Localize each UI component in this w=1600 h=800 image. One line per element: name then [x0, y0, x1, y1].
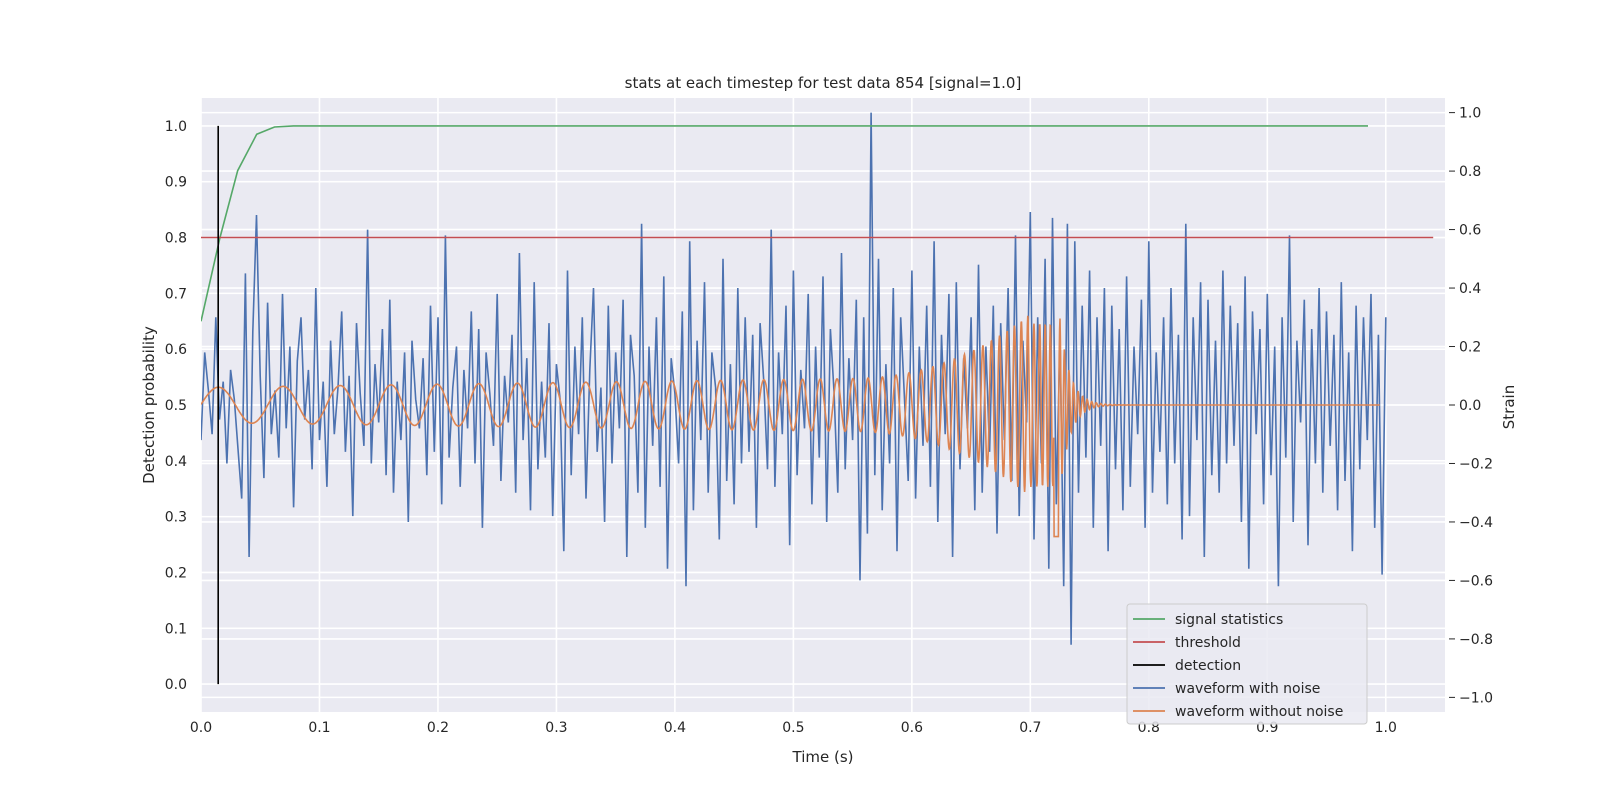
- legend-label: waveform with noise: [1175, 681, 1320, 697]
- y-tick-label-left: 0.6: [165, 342, 187, 358]
- y-tick-label-left: 0.7: [165, 286, 187, 302]
- y-tick-label-right: −0.6: [1459, 573, 1493, 589]
- y-tick-label-left: 0.5: [165, 398, 187, 414]
- x-tick-label: 0.3: [545, 720, 567, 736]
- x-tick-label: 0.4: [664, 720, 686, 736]
- y-tick-label-right: −0.4: [1459, 515, 1493, 531]
- y-tick-label-right: 0.8: [1459, 164, 1481, 180]
- y-tick-label-right: −1.0: [1459, 690, 1493, 706]
- x-tick-label: 0.5: [782, 720, 804, 736]
- y-tick-label-right: −0.8: [1459, 632, 1493, 648]
- y-tick-label-right: 0.6: [1459, 223, 1481, 239]
- y-axis-label-left: Detection probability: [140, 326, 158, 484]
- y-tick-label-left: 0.3: [165, 510, 187, 526]
- series-waveform-without-noise: [201, 315, 1380, 538]
- chart-title: stats at each timestep for test data 854…: [625, 74, 1022, 92]
- series-layer: [201, 112, 1434, 685]
- y-axis-label-right: Strain: [1500, 385, 1518, 429]
- y-tick-label-left: 1.0: [165, 119, 187, 135]
- y-tick-label-left: 0.2: [165, 565, 187, 581]
- x-tick-label: 0.0: [190, 720, 212, 736]
- y-tick-label-right: 1.0: [1459, 106, 1481, 122]
- legend-label: waveform without noise: [1175, 704, 1343, 720]
- x-tick-label: 0.2: [427, 720, 449, 736]
- y-tick-label-right: 0.2: [1459, 340, 1481, 356]
- series-signal-statistics: [201, 125, 1368, 322]
- legend: signal statistics threshold detection wavef…: [1126, 603, 1368, 725]
- x-axis-label: Time (s): [792, 748, 854, 766]
- legend-box: [1126, 603, 1368, 725]
- y-tick-label-left: 0.8: [165, 231, 187, 247]
- tick-labels: 0.0 0.1 0.2 0.3 0.4 0.5 0.6 0.7 0.8 0.9 1.0 0.0 0.1 0…: [165, 106, 1493, 736]
- x-tick-label: 0.1: [308, 720, 330, 736]
- legend-label: threshold: [1175, 635, 1241, 651]
- x-tick-label: 0.6: [901, 720, 923, 736]
- y-tick-label-right: 0.4: [1459, 281, 1481, 297]
- legend-label: detection: [1175, 658, 1241, 674]
- y-tick-label-left: 0.0: [165, 677, 187, 693]
- y-tick-label-left: 0.9: [165, 175, 187, 191]
- legend-label: signal statistics: [1175, 612, 1283, 628]
- y-tick-label-right: 0.0: [1459, 398, 1481, 414]
- x-tick-label: 1.0: [1375, 720, 1397, 736]
- x-tick-label: 0.7: [1019, 720, 1041, 736]
- y-tick-label-left: 0.4: [165, 454, 187, 470]
- y-tick-label-right: −0.2: [1459, 456, 1493, 472]
- series-waveform-with-noise: [201, 112, 1387, 645]
- y-tick-label-left: 0.1: [165, 621, 187, 637]
